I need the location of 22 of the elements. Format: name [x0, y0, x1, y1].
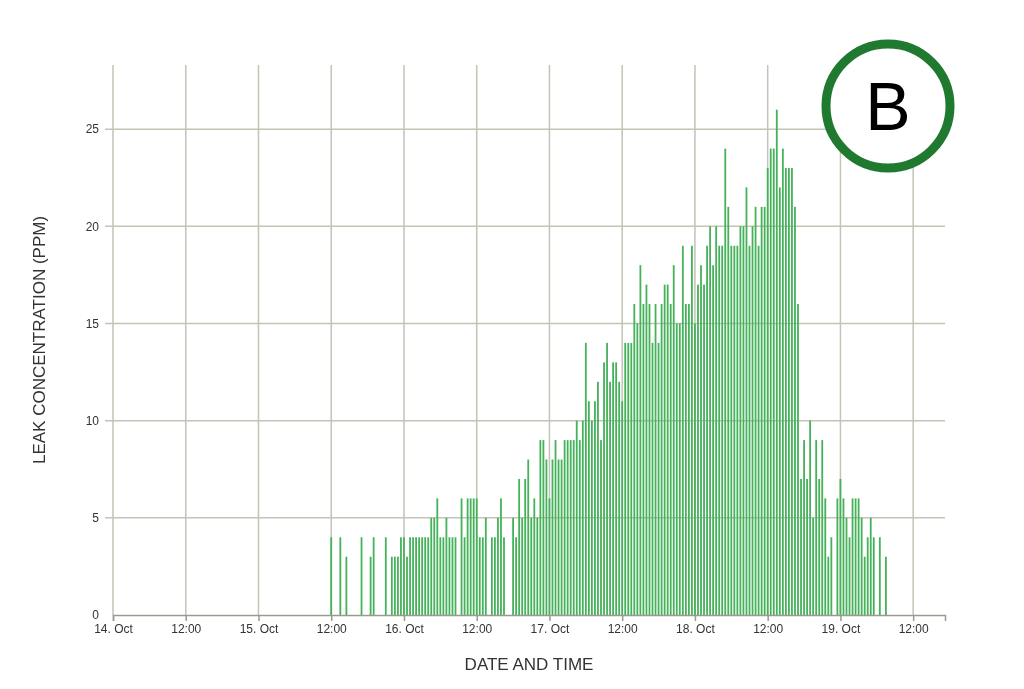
- x-tick-label: 19. Oct: [821, 621, 861, 636]
- x-tick-label: 12:00: [753, 621, 784, 636]
- x-tick-label: 15. Oct: [239, 621, 279, 636]
- y-axis-title: LEAK CONCENTRATION (PPM): [30, 215, 49, 465]
- x-tick-label: 12:00: [171, 621, 202, 636]
- y-tick-label: 25: [85, 122, 100, 137]
- x-tick-label: 18. Oct: [676, 621, 716, 636]
- x-tick-label: 16. Oct: [385, 621, 425, 636]
- y-tick-label: 20: [85, 219, 100, 234]
- x-tick-label: 12:00: [607, 621, 639, 636]
- y-tick-label: 15: [85, 316, 100, 331]
- y-tick-label: 0: [92, 608, 100, 623]
- y-tick-label: 10: [85, 413, 100, 428]
- x-tick-label: 12:00: [462, 621, 493, 636]
- y-tick-label: 5: [92, 511, 100, 526]
- x-tick-label: 17. Oct: [530, 621, 570, 636]
- annotation: B: [865, 68, 911, 144]
- letter-badge: B: [821, 39, 955, 173]
- x-tick-label: 12:00: [898, 621, 930, 636]
- x-tick-label: 12:00: [316, 621, 348, 636]
- x-tick-label: 14. Oct: [94, 621, 134, 636]
- x-axis-title: DATE AND TIME: [464, 655, 594, 674]
